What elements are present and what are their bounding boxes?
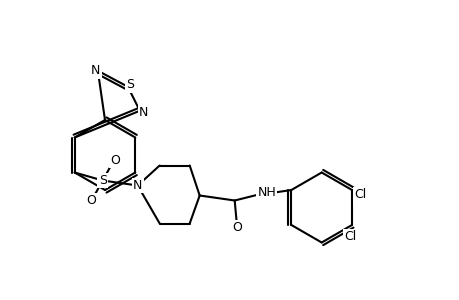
Text: N: N <box>139 106 148 119</box>
Text: O: O <box>231 221 241 234</box>
Text: N: N <box>91 64 101 77</box>
Text: S: S <box>126 78 134 91</box>
Text: Cl: Cl <box>353 188 365 202</box>
Text: Cl: Cl <box>343 230 355 244</box>
Text: NH: NH <box>257 186 275 199</box>
Text: S: S <box>99 174 106 187</box>
Text: N: N <box>133 179 142 192</box>
Text: O: O <box>85 194 95 207</box>
Text: O: O <box>110 154 119 167</box>
